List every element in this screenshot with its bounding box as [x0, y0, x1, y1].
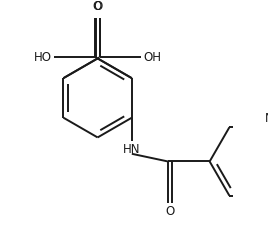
- Text: N: N: [265, 112, 268, 124]
- Text: OH: OH: [143, 51, 161, 64]
- Text: HN: HN: [123, 143, 141, 156]
- Text: HO: HO: [34, 51, 52, 64]
- Text: O: O: [93, 0, 102, 13]
- Text: O: O: [166, 205, 175, 218]
- Text: O: O: [93, 0, 103, 13]
